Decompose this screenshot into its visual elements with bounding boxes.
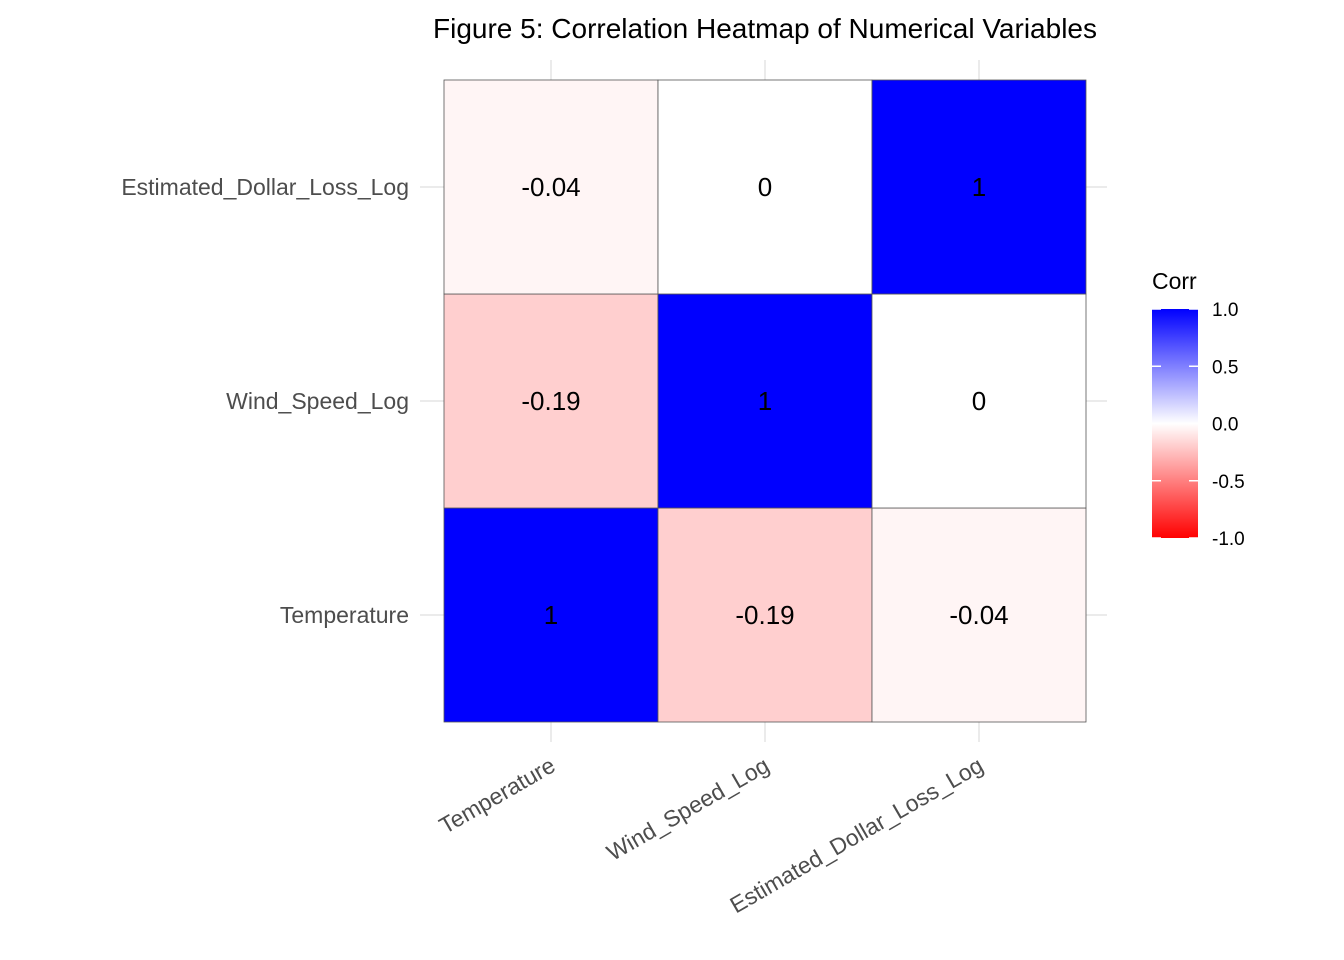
heatmap-cells <box>443 79 1087 723</box>
y-tick-label-estimated-dollar-loss-log: Estimated_Dollar_Loss_Log <box>121 174 409 200</box>
heatmap-cell-estimated-dollar-loss-log-wind-speed-log <box>657 79 873 295</box>
x-tick-label-wind-speed-log: Wind_Speed_Log <box>602 752 773 866</box>
legend-tick-label: -0.5 <box>1212 472 1245 493</box>
y-tick-label-wind-speed-log: Wind_Speed_Log <box>226 388 409 414</box>
cell-value-label: 1 <box>972 172 986 202</box>
cell-value-label: -0.04 <box>949 600 1008 630</box>
legend: Corr 1.0 0.5 0.0 -0.5 -1.0 <box>1152 268 1245 550</box>
heatmap-cell-estimated-dollar-loss-log-temperature <box>443 79 659 295</box>
x-tick-label-temperature: Temperature <box>435 752 560 839</box>
heatmap-cell-labels: 1 -0.19 -0.04 -0.19 1 0 -0.04 0 1 <box>521 172 1008 630</box>
cell-value-label: 0 <box>972 386 986 416</box>
y-tick-label-temperature: Temperature <box>280 602 409 628</box>
legend-ticks: 1.0 0.5 0.0 -0.5 -1.0 <box>1152 300 1245 550</box>
heatmap-cell-temperature-estimated-dollar-loss-log <box>871 507 1087 723</box>
legend-tick-label: -1.0 <box>1212 529 1245 550</box>
cell-value-label: -0.04 <box>521 172 580 202</box>
cell-value-label: -0.19 <box>521 386 580 416</box>
cell-value-label: 1 <box>544 600 558 630</box>
heatmap-cell-estimated-dollar-loss-log-estimated-dollar-loss-log <box>871 79 1087 295</box>
heatmap-cell-wind-speed-log-wind-speed-log <box>657 293 873 509</box>
heatmap-cell-wind-speed-log-estimated-dollar-loss-log <box>871 293 1087 509</box>
chart-title: Figure 5: Correlation Heatmap of Numeric… <box>433 13 1097 44</box>
legend-title: Corr <box>1152 268 1197 294</box>
y-axis-tick-labels: Temperature Wind_Speed_Log Estimated_Dolla… <box>121 174 436 628</box>
heatmap-cell-temperature-temperature <box>443 507 659 723</box>
cell-value-label: 1 <box>758 386 772 416</box>
x-axis-tick-labels: Temperature Wind_Speed_LogEstimated_Dolla… <box>435 752 988 918</box>
cell-value-label: -0.19 <box>735 600 794 630</box>
legend-tick-label: 0.0 <box>1212 415 1238 436</box>
legend-tick-label: 1.0 <box>1212 300 1238 321</box>
cell-value-label: 0 <box>758 172 772 202</box>
legend-tick-label: 0.5 <box>1212 357 1238 378</box>
